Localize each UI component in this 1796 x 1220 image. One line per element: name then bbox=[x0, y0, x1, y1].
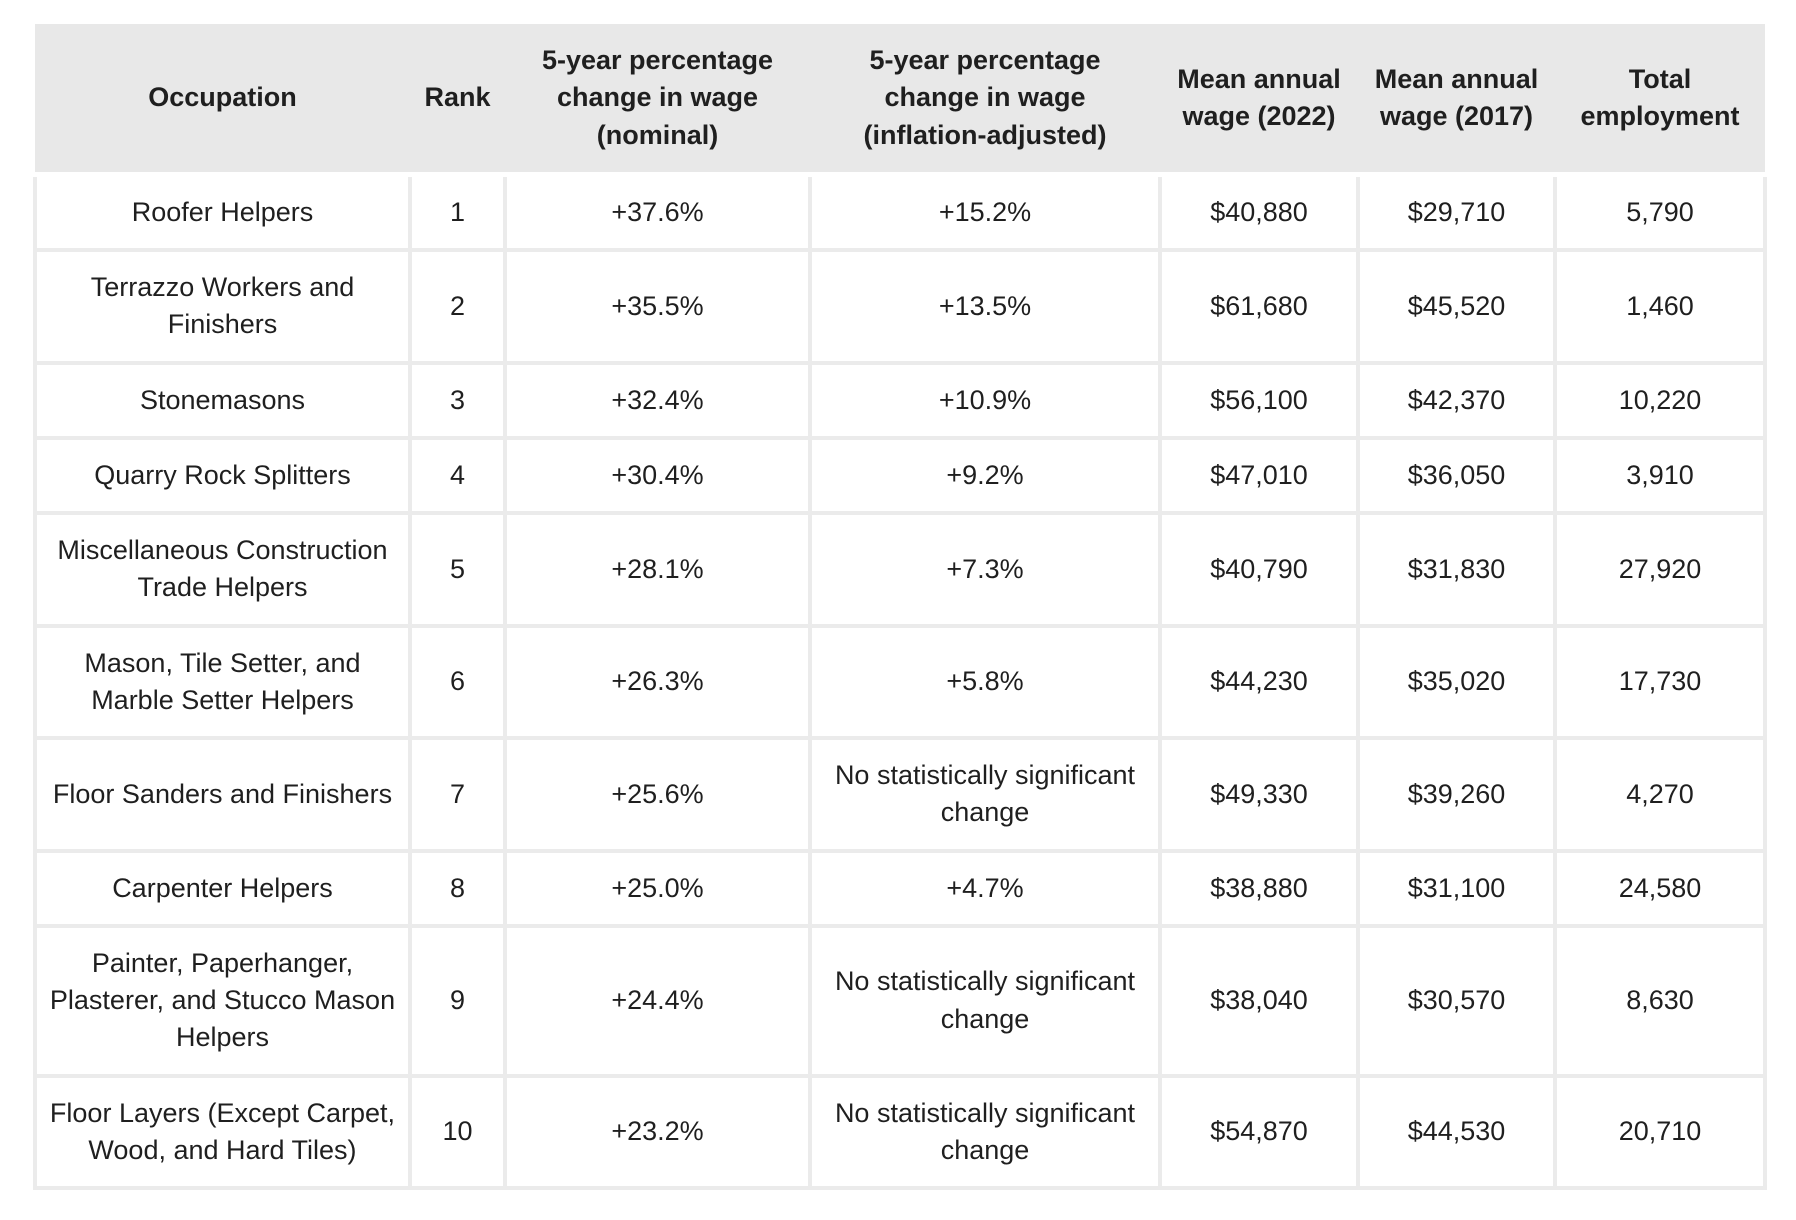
cell-mean-wage-2022: $38,880 bbox=[1158, 848, 1360, 928]
cell-rank: 2 bbox=[408, 248, 507, 365]
cell-total-employment: 5,790 bbox=[1553, 172, 1767, 252]
cell-mean-wage-2022: $40,790 bbox=[1158, 511, 1360, 628]
cell-mean-wage-2022: $44,230 bbox=[1158, 623, 1360, 740]
cell-mean-wage-2022: $38,040 bbox=[1158, 923, 1360, 1078]
cell-rank: 8 bbox=[408, 848, 507, 928]
cell-occupation: Quarry Rock Splitters bbox=[33, 435, 412, 516]
cell-total-employment: 4,270 bbox=[1553, 736, 1767, 853]
cell-wage-change-nominal: +25.0% bbox=[503, 848, 812, 928]
cell-rank: 1 bbox=[408, 172, 507, 252]
header-row: Occupation Rank 5-year percentage change… bbox=[35, 24, 1765, 177]
cell-wage-change-nominal: +35.5% bbox=[503, 248, 812, 365]
table-row: Mason, Tile Setter, and Marble Setter He… bbox=[33, 623, 1767, 740]
table-row: Floor Sanders and Finishers 7 +25.6% No sta… bbox=[33, 736, 1767, 853]
cell-wage-change-inflation-adjusted: No statistically significant change bbox=[808, 736, 1162, 853]
cell-mean-wage-2022: $54,870 bbox=[1158, 1073, 1360, 1190]
cell-mean-wage-2017: $29,710 bbox=[1356, 172, 1557, 252]
cell-total-employment: 3,910 bbox=[1553, 435, 1767, 516]
cell-wage-change-nominal: +32.4% bbox=[503, 360, 812, 440]
cell-mean-wage-2017: $31,100 bbox=[1356, 848, 1557, 928]
column-header-mean-wage-2017: Mean annual wage (2017) bbox=[1358, 24, 1555, 177]
cell-mean-wage-2017: $35,020 bbox=[1356, 623, 1557, 740]
table-row: Miscellaneous Construction Trade Helpers… bbox=[33, 511, 1767, 628]
column-header-wage-change-inflation-adjusted: 5-year percentage change in wage (inflat… bbox=[810, 24, 1160, 177]
column-header-occupation: Occupation bbox=[35, 24, 410, 177]
cell-occupation: Floor Sanders and Finishers bbox=[33, 736, 412, 853]
column-header-wage-change-nominal: 5-year percentage change in wage (nomina… bbox=[505, 24, 810, 177]
cell-wage-change-nominal: +25.6% bbox=[503, 736, 812, 853]
cell-occupation: Mason, Tile Setter, and Marble Setter He… bbox=[33, 623, 412, 740]
cell-occupation: Terrazzo Workers and Finishers bbox=[33, 248, 412, 365]
cell-rank: 4 bbox=[408, 435, 507, 516]
cell-mean-wage-2017: $39,260 bbox=[1356, 736, 1557, 853]
table-row: Terrazzo Workers and Finishers 2 +35.5% +13… bbox=[33, 248, 1767, 365]
cell-mean-wage-2022: $61,680 bbox=[1158, 248, 1360, 365]
cell-total-employment: 10,220 bbox=[1553, 360, 1767, 440]
cell-wage-change-inflation-adjusted: +7.3% bbox=[808, 511, 1162, 628]
cell-rank: 9 bbox=[408, 923, 507, 1078]
table-header: Occupation Rank 5-year percentage change… bbox=[35, 24, 1765, 177]
cell-mean-wage-2022: $47,010 bbox=[1158, 435, 1360, 516]
cell-wage-change-inflation-adjusted: +10.9% bbox=[808, 360, 1162, 440]
cell-wage-change-nominal: +24.4% bbox=[503, 923, 812, 1078]
cell-occupation: Floor Layers (Except Carpet, Wood, and H… bbox=[33, 1073, 412, 1190]
cell-mean-wage-2017: $44,530 bbox=[1356, 1073, 1557, 1190]
cell-rank: 6 bbox=[408, 623, 507, 740]
cell-occupation: Carpenter Helpers bbox=[33, 848, 412, 928]
column-header-total-employment: Total employment bbox=[1555, 24, 1765, 177]
cell-mean-wage-2022: $49,330 bbox=[1158, 736, 1360, 853]
cell-wage-change-nominal: +37.6% bbox=[503, 172, 812, 252]
cell-mean-wage-2017: $45,520 bbox=[1356, 248, 1557, 365]
cell-wage-change-inflation-adjusted: +15.2% bbox=[808, 172, 1162, 252]
cell-mean-wage-2022: $56,100 bbox=[1158, 360, 1360, 440]
cell-total-employment: 24,580 bbox=[1553, 848, 1767, 928]
cell-rank: 10 bbox=[408, 1073, 507, 1190]
cell-wage-change-inflation-adjusted: +4.7% bbox=[808, 848, 1162, 928]
cell-total-employment: 27,920 bbox=[1553, 511, 1767, 628]
cell-occupation: Painter, Paperhanger, Plasterer, and Stu… bbox=[33, 923, 412, 1078]
cell-total-employment: 17,730 bbox=[1553, 623, 1767, 740]
table-row: Carpenter Helpers 8 +25.0% +4.7% $38,880 $31,… bbox=[33, 848, 1767, 928]
cell-rank: 7 bbox=[408, 736, 507, 853]
cell-occupation: Roofer Helpers bbox=[33, 172, 412, 252]
wage-change-table: Occupation Rank 5-year percentage change… bbox=[33, 24, 1767, 1190]
table-row: Floor Layers (Except Carpet, Wood, and H… bbox=[33, 1073, 1767, 1190]
cell-wage-change-inflation-adjusted: +13.5% bbox=[808, 248, 1162, 365]
cell-wage-change-inflation-adjusted: No statistically significant change bbox=[808, 923, 1162, 1078]
cell-mean-wage-2017: $42,370 bbox=[1356, 360, 1557, 440]
cell-wage-change-nominal: +28.1% bbox=[503, 511, 812, 628]
table-row: Quarry Rock Splitters 4 +30.4% +9.2% $47,010… bbox=[33, 435, 1767, 516]
cell-wage-change-nominal: +26.3% bbox=[503, 623, 812, 740]
cell-mean-wage-2017: $30,570 bbox=[1356, 923, 1557, 1078]
column-header-mean-wage-2022: Mean annual wage (2022) bbox=[1160, 24, 1358, 177]
cell-mean-wage-2017: $31,830 bbox=[1356, 511, 1557, 628]
cell-total-employment: 8,630 bbox=[1553, 923, 1767, 1078]
cell-wage-change-inflation-adjusted: +9.2% bbox=[808, 435, 1162, 516]
cell-wage-change-nominal: +30.4% bbox=[503, 435, 812, 516]
cell-wage-change-inflation-adjusted: +5.8% bbox=[808, 623, 1162, 740]
cell-rank: 3 bbox=[408, 360, 507, 440]
cell-total-employment: 20,710 bbox=[1553, 1073, 1767, 1190]
table-row: Roofer Helpers 1 +37.6% +15.2% $40,880 $29,71… bbox=[33, 172, 1767, 252]
column-header-rank: Rank bbox=[410, 24, 505, 177]
table-body: Roofer Helpers 1 +37.6% +15.2% $40,880 $29,71… bbox=[33, 172, 1767, 1190]
cell-rank: 5 bbox=[408, 511, 507, 628]
cell-occupation: Stonemasons bbox=[33, 360, 412, 440]
cell-wage-change-inflation-adjusted: No statistically significant change bbox=[808, 1073, 1162, 1190]
cell-mean-wage-2017: $36,050 bbox=[1356, 435, 1557, 516]
cell-mean-wage-2022: $40,880 bbox=[1158, 172, 1360, 252]
table-row: Painter, Paperhanger, Plasterer, and Stu… bbox=[33, 923, 1767, 1078]
table-row: Stonemasons 3 +32.4% +10.9% $56,100 $42,370 10… bbox=[33, 360, 1767, 440]
cell-occupation: Miscellaneous Construction Trade Helpers bbox=[33, 511, 412, 628]
cell-total-employment: 1,460 bbox=[1553, 248, 1767, 365]
cell-wage-change-nominal: +23.2% bbox=[503, 1073, 812, 1190]
